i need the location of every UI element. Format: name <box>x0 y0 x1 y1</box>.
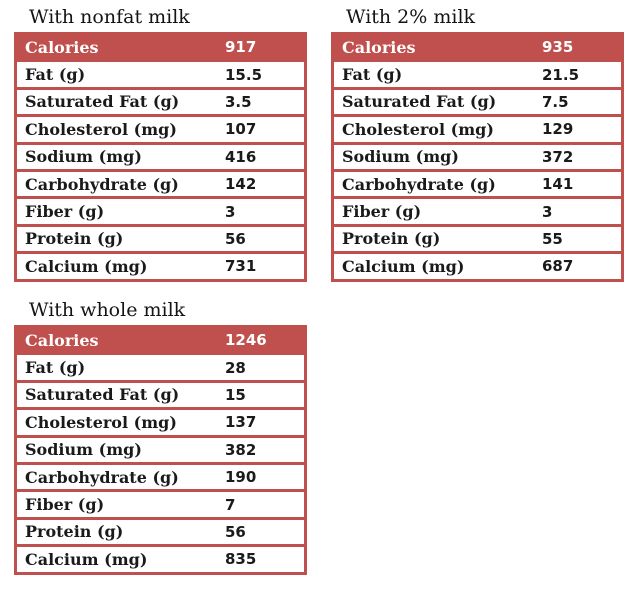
row-value: 382 <box>225 440 257 459</box>
table-row: Carbohydrate (g) 142 <box>14 171 307 200</box>
table-row: Carbohydrate (g) 190 <box>14 464 307 493</box>
table-title: With 2% milk <box>346 6 476 28</box>
header-label: Calories <box>25 37 99 57</box>
row-label: Saturated Fat (g) <box>25 92 180 112</box>
row-label: Carbohydrate (g) <box>25 174 179 194</box>
row-value: 3 <box>542 202 553 221</box>
table-row: Fiber (g) 3 <box>331 199 624 227</box>
nutrition-table: Calories 917 Fat (g) 15.5 Saturated Fat (g… <box>14 32 307 282</box>
row-label: Calcium (mg) <box>25 549 148 569</box>
table-body: Fat (g) 21.5 Saturated Fat (g) 7.5 Cholester… <box>331 62 624 282</box>
row-value: 56 <box>225 522 246 541</box>
row-value: 141 <box>542 175 574 194</box>
table-row: Fat (g) 15.5 <box>14 62 307 90</box>
table-row: Cholesterol (mg) 129 <box>331 117 624 145</box>
row-value: 15.5 <box>225 65 263 84</box>
row-label: Carbohydrate (g) <box>25 467 179 487</box>
table-title: With nonfat milk <box>29 6 190 28</box>
header-label: Calories <box>25 330 99 350</box>
table-row: Protein (g) 56 <box>14 226 307 255</box>
row-value: 835 <box>225 550 257 569</box>
table-row: Fiber (g) 3 <box>14 199 307 227</box>
row-label: Calcium (mg) <box>342 256 465 276</box>
nutrition-table: Calories 1246 Fat (g) 28 Saturated Fat (g)… <box>14 325 307 575</box>
row-value: 56 <box>225 229 246 248</box>
row-label: Protein (g) <box>342 229 441 249</box>
table-body: Fat (g) 15.5 Saturated Fat (g) 3.5 Cholester… <box>14 62 307 282</box>
row-value: 731 <box>225 257 257 276</box>
table-row: Sodium (mg) 416 <box>14 144 307 172</box>
row-label: Protein (g) <box>25 522 124 542</box>
table-row: Saturated Fat (g) 15 <box>14 382 307 411</box>
table-row: Sodium (mg) 372 <box>331 144 624 172</box>
row-value: 15 <box>225 385 246 404</box>
row-label: Cholesterol (mg) <box>25 412 177 432</box>
row-label: Cholesterol (mg) <box>25 119 177 139</box>
table-row: Cholesterol (mg) 137 <box>14 410 307 438</box>
header-value: 917 <box>225 38 257 57</box>
calories-header-row: Calories 917 <box>14 35 307 63</box>
row-label: Fat (g) <box>25 358 86 378</box>
row-label: Saturated Fat (g) <box>25 385 180 405</box>
table-row: Calcium (mg) 687 <box>331 254 624 282</box>
row-value: 55 <box>542 229 563 248</box>
row-value: 687 <box>542 257 574 276</box>
row-label: Fiber (g) <box>25 495 105 515</box>
row-value: 28 <box>225 358 246 377</box>
table-title: With whole milk <box>29 299 186 321</box>
row-label: Sodium (mg) <box>25 440 142 460</box>
row-value: 7.5 <box>542 92 569 111</box>
header-value: 1246 <box>225 331 267 350</box>
row-label: Cholesterol (mg) <box>342 119 494 139</box>
row-label: Sodium (mg) <box>342 147 459 167</box>
nutrition-table-2pct-milk: With 2% milk Calories 935 Fat (g) 21.5 Sat… <box>331 6 624 282</box>
row-value: 7 <box>225 495 236 514</box>
table-row: Cholesterol (mg) 107 <box>14 117 307 145</box>
row-label: Carbohydrate (g) <box>342 174 496 194</box>
row-label: Calcium (mg) <box>25 256 148 276</box>
row-label: Protein (g) <box>25 229 124 249</box>
table-body: Fat (g) 28 Saturated Fat (g) 15 Cholesterol … <box>14 355 307 575</box>
row-value: 190 <box>225 468 257 487</box>
row-label: Fiber (g) <box>342 202 422 222</box>
table-row: Carbohydrate (g) 141 <box>331 171 624 200</box>
nutrition-table: Calories 935 Fat (g) 21.5 Saturated Fat (g… <box>331 32 624 282</box>
row-value: 21.5 <box>542 65 580 84</box>
row-value: 372 <box>542 147 574 166</box>
nutrition-table-nonfat-milk: With nonfat milk Calories 917 Fat (g) 15.… <box>14 6 307 282</box>
calories-header-row: Calories 935 <box>331 35 624 63</box>
header-label: Calories <box>342 37 416 57</box>
table-row: Calcium (mg) 835 <box>14 547 307 575</box>
table-row: Saturated Fat (g) 7.5 <box>331 89 624 118</box>
row-value: 416 <box>225 147 257 166</box>
row-value: 137 <box>225 413 257 432</box>
table-row: Fat (g) 28 <box>14 355 307 383</box>
row-value: 129 <box>542 120 574 139</box>
row-value: 107 <box>225 120 257 139</box>
table-row: Protein (g) 56 <box>14 519 307 548</box>
table-row: Sodium (mg) 382 <box>14 437 307 465</box>
row-label: Sodium (mg) <box>25 147 142 167</box>
calories-header-row: Calories 1246 <box>14 328 307 356</box>
row-value: 142 <box>225 175 257 194</box>
row-label: Saturated Fat (g) <box>342 92 497 112</box>
row-label: Fat (g) <box>342 65 403 85</box>
nutrition-table-whole-milk: With whole milk Calories 1246 Fat (g) 28 S… <box>14 299 307 575</box>
row-value: 3.5 <box>225 92 252 111</box>
table-row: Fiber (g) 7 <box>14 492 307 520</box>
header-value: 935 <box>542 38 574 57</box>
row-label: Fiber (g) <box>25 202 105 222</box>
table-row: Protein (g) 55 <box>331 226 624 255</box>
table-row: Calcium (mg) 731 <box>14 254 307 282</box>
row-value: 3 <box>225 202 236 221</box>
table-row: Fat (g) 21.5 <box>331 62 624 90</box>
row-label: Fat (g) <box>25 65 86 85</box>
table-row: Saturated Fat (g) 3.5 <box>14 89 307 118</box>
